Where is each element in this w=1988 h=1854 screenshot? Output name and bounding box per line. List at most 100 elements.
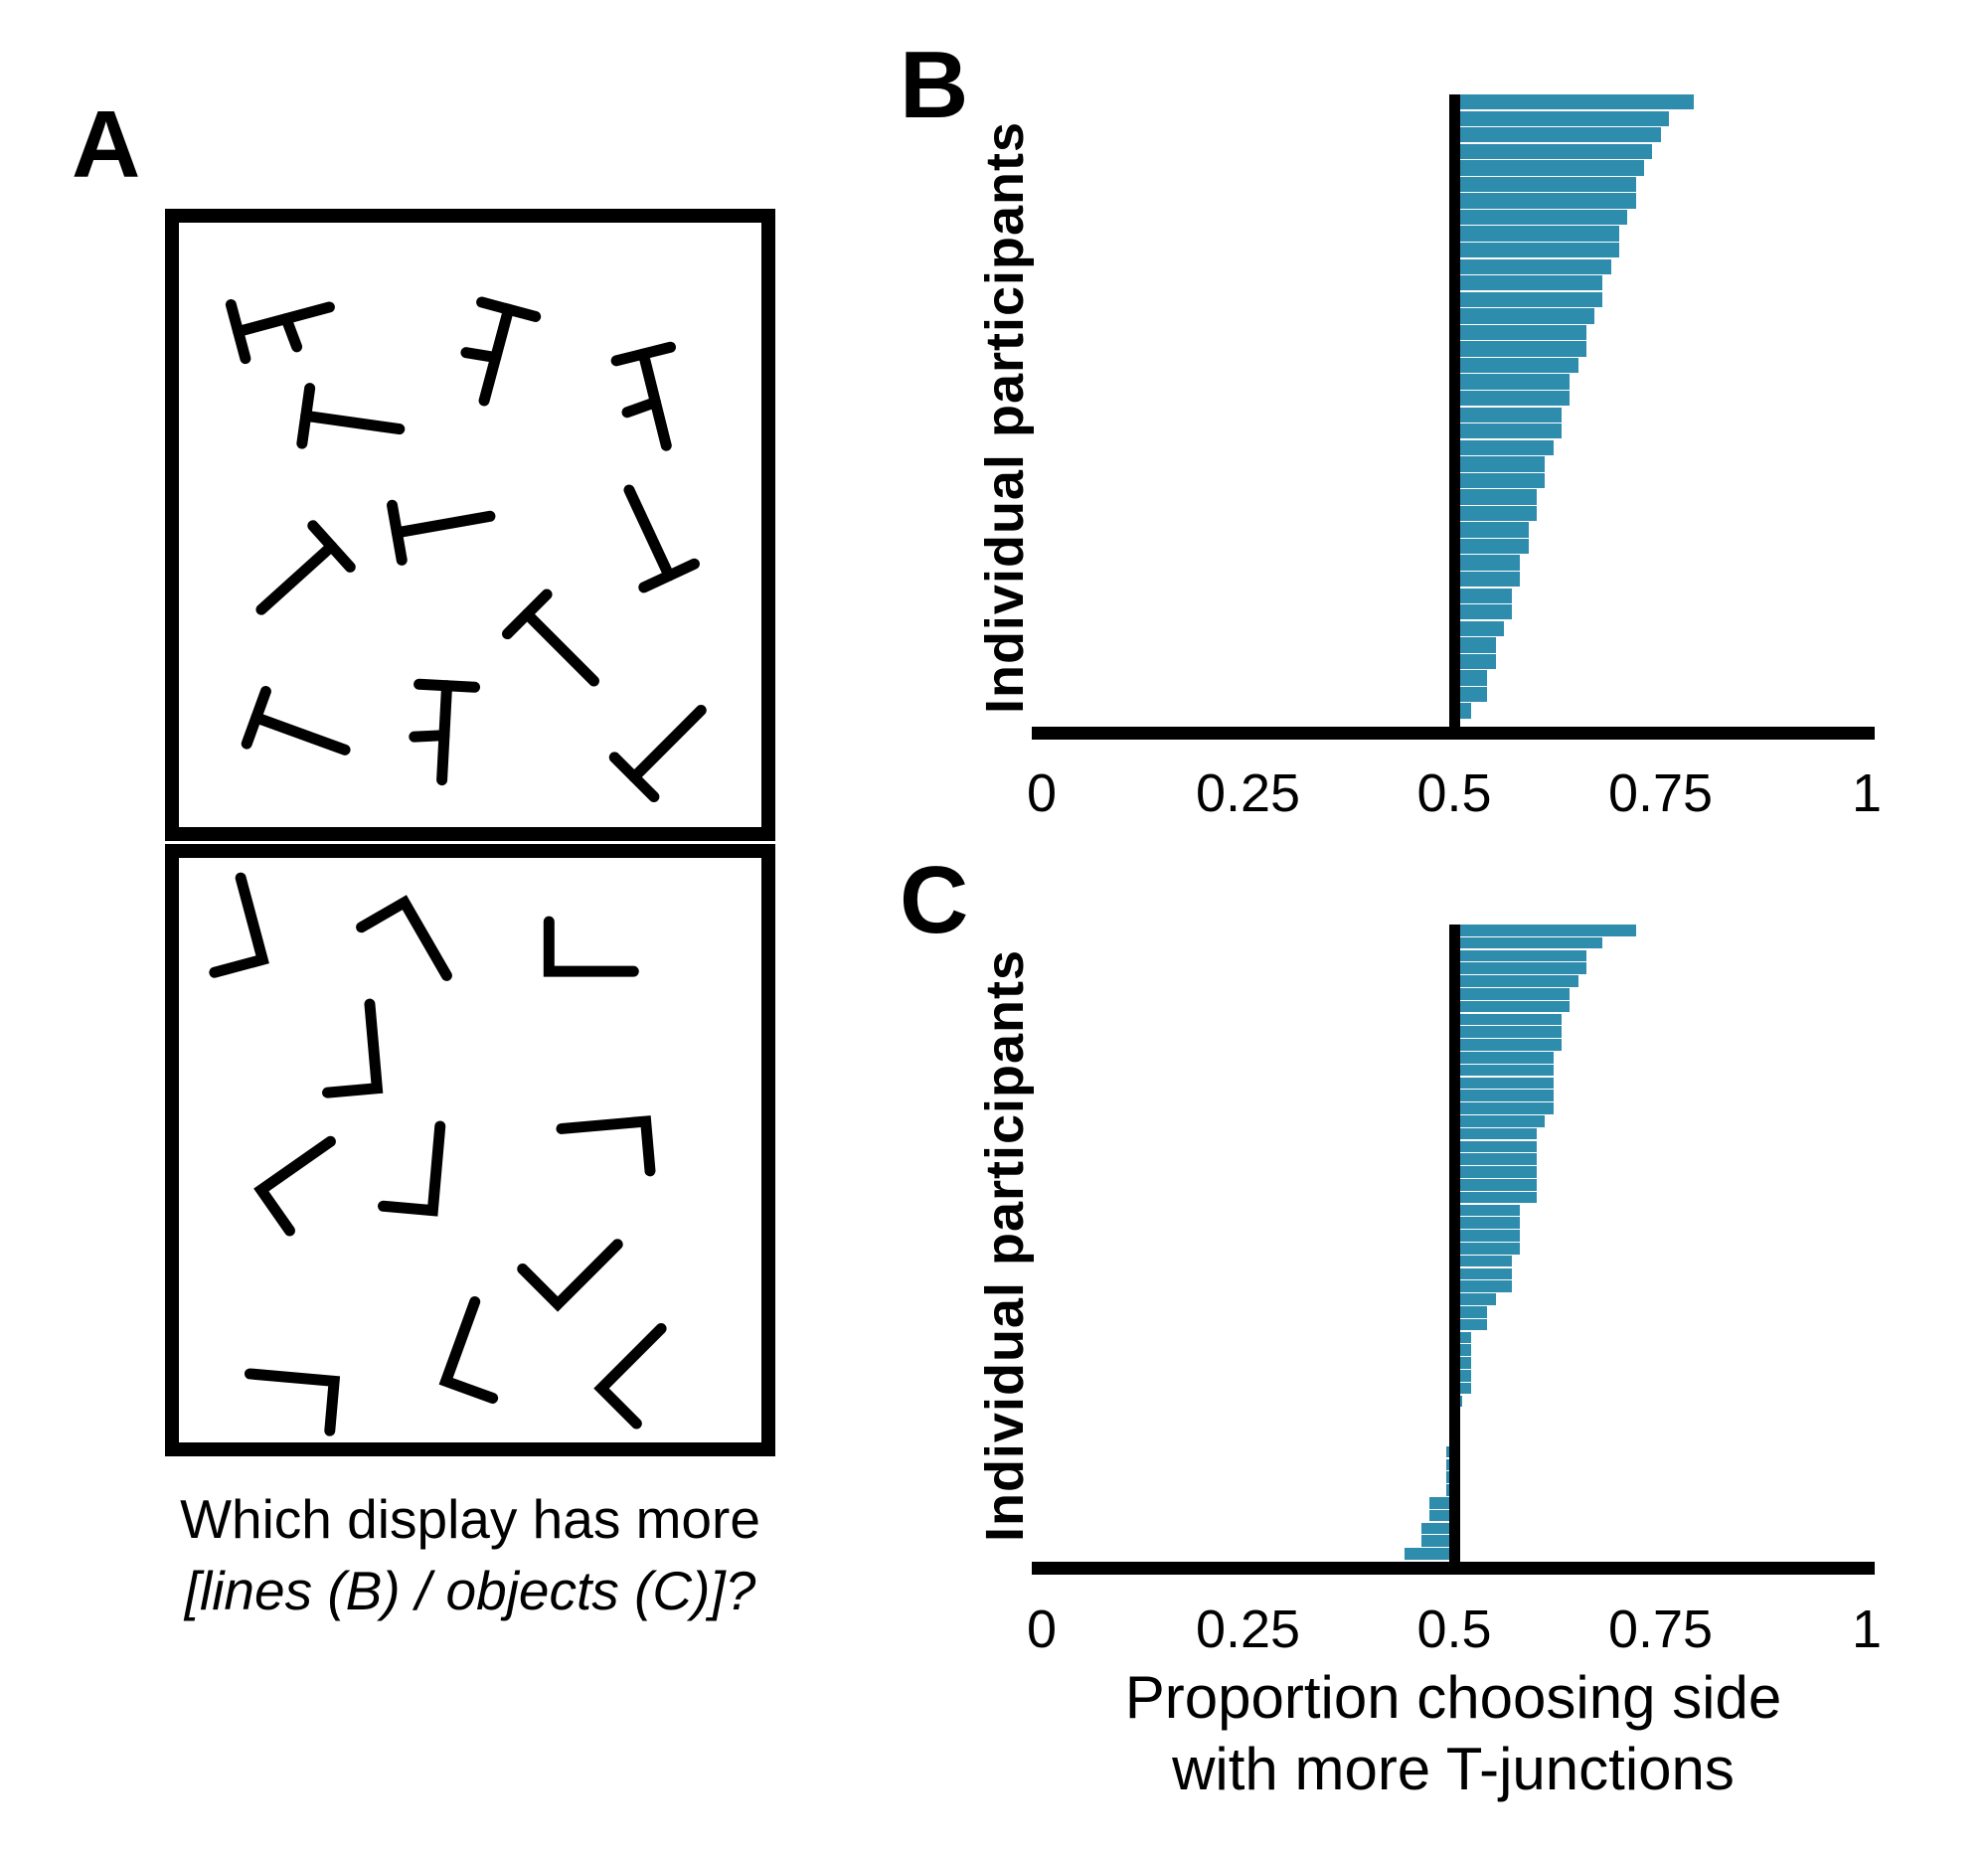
participant-bar: [1454, 1026, 1562, 1038]
x-axis-title-line-1: Proportion choosing side: [1124, 1664, 1782, 1731]
l-junction-glyph: [517, 1239, 623, 1312]
participant-bar: [1454, 670, 1488, 686]
x-tick-label: 0: [1026, 763, 1058, 823]
t-junction-glyph: [241, 685, 351, 756]
l-junction-corner: [253, 1135, 336, 1237]
participant-bar: [1454, 555, 1521, 571]
participant-bar: [1454, 936, 1603, 949]
l-junction-glyph: [209, 872, 269, 978]
participant-bar: [1454, 193, 1636, 209]
t-junction-glyph: [255, 520, 356, 615]
participant-bar: [1454, 588, 1513, 603]
participant-bar: [1454, 357, 1578, 374]
l-junction-corner: [209, 872, 269, 978]
participant-bar: [1454, 1166, 1537, 1178]
t-junction-stem: [250, 712, 351, 756]
t-glyphs-canvas: [225, 296, 707, 803]
panel-a-caption: Which display has more [lines (B) / obje…: [180, 1484, 760, 1626]
participant-bar: [1454, 1306, 1488, 1318]
l-junction-corner: [593, 1322, 667, 1430]
participant-bar: [1454, 374, 1571, 390]
participant-bar: [1420, 1522, 1454, 1535]
t-junction-mid-bar: [409, 730, 450, 743]
t-junction-mid-bar: [280, 313, 303, 353]
participant-bar: [1454, 1039, 1562, 1051]
participant-bar: [1454, 1140, 1537, 1153]
participant-bar: [1454, 975, 1578, 987]
t-junction-mid-bar: [460, 347, 502, 364]
stimulus-box-t-junctions: [165, 209, 775, 841]
t-junction-stem: [623, 484, 675, 582]
x-axis-line: [1032, 1561, 1875, 1575]
participant-bar: [1405, 1548, 1454, 1560]
t-junction-glyph: [225, 299, 335, 365]
x-tick-label: 0.5: [1416, 1600, 1492, 1659]
t-junction-stem: [391, 510, 496, 539]
participant-bar: [1454, 1267, 1513, 1280]
participant-bar: [1454, 637, 1496, 653]
participant-bar: [1454, 1052, 1554, 1064]
panel-c-y-axis-label: Individual participants: [975, 948, 1035, 1543]
participant-bar: [1454, 949, 1586, 962]
x-tick-label: 0: [1026, 1600, 1058, 1659]
participant-bar: [1454, 209, 1628, 226]
participant-bar: [1454, 407, 1562, 422]
participant-bar: [1454, 439, 1554, 455]
participant-bar: [1454, 324, 1586, 341]
stimulus-box-l-junctions: [165, 844, 775, 1456]
participant-bar: [1429, 1497, 1454, 1509]
panel-c-label: C: [900, 847, 969, 953]
participant-bar: [1454, 1280, 1513, 1292]
participant-bar: [1454, 456, 1546, 472]
l-junction-glyph: [356, 895, 452, 981]
participant-bar: [1454, 988, 1571, 1000]
participant-bar: [1454, 538, 1529, 555]
participant-bar: [1454, 1090, 1554, 1101]
x-tick-label: 1: [1851, 763, 1883, 823]
participant-bar: [1454, 1179, 1537, 1191]
participant-bar: [1454, 1293, 1496, 1305]
participant-bar: [1454, 489, 1537, 505]
l-junction-glyph: [543, 916, 639, 977]
l-junction-corner: [244, 1368, 341, 1436]
participant-bar: [1454, 1013, 1562, 1026]
t-junction-mid-bar: [621, 397, 661, 419]
participant-bar: [1454, 1153, 1537, 1165]
l-glyphs-canvas: [209, 872, 667, 1436]
t-junction-glyph: [387, 499, 496, 566]
l-junction-corner: [322, 998, 384, 1098]
participant-bar: [1454, 176, 1636, 193]
participant-bar: [1454, 226, 1619, 242]
participant-bar: [1454, 1204, 1521, 1217]
participant-bar: [1454, 925, 1636, 936]
l-junction-corner: [556, 1115, 656, 1177]
t-junction-glyph: [296, 383, 406, 449]
participant-bar: [1454, 94, 1694, 110]
l-junction-corner: [543, 916, 639, 977]
participant-bar: [1454, 160, 1644, 176]
l-junction-glyph: [322, 998, 384, 1098]
participant-bar: [1454, 1217, 1521, 1229]
l-junction-glyph: [244, 1368, 341, 1436]
participant-bar: [1454, 1382, 1471, 1395]
l-junction-glyph: [378, 1120, 446, 1217]
baseline-0.5-line: [1448, 94, 1460, 740]
participant-bar: [1454, 341, 1586, 357]
participant-bar: [1454, 653, 1496, 670]
x-axis-title-line-2: with more T-junctions: [1172, 1736, 1735, 1802]
participant-bar: [1454, 1000, 1571, 1013]
participant-bar: [1454, 1077, 1554, 1090]
participant-bar: [1454, 1127, 1537, 1140]
t-junction-glyph: [610, 341, 676, 451]
l-junction-glyph: [438, 1295, 499, 1404]
x-axis-line: [1032, 726, 1875, 740]
participant-bar: [1454, 1344, 1471, 1356]
l-junction-corner: [356, 895, 452, 981]
participant-bar: [1454, 1115, 1546, 1127]
participant-bar: [1454, 620, 1504, 637]
participant-bar: [1454, 572, 1521, 588]
l-junction-corner: [378, 1120, 446, 1217]
t-junction-glyph: [409, 678, 481, 786]
t-junction-glyph: [460, 296, 542, 407]
